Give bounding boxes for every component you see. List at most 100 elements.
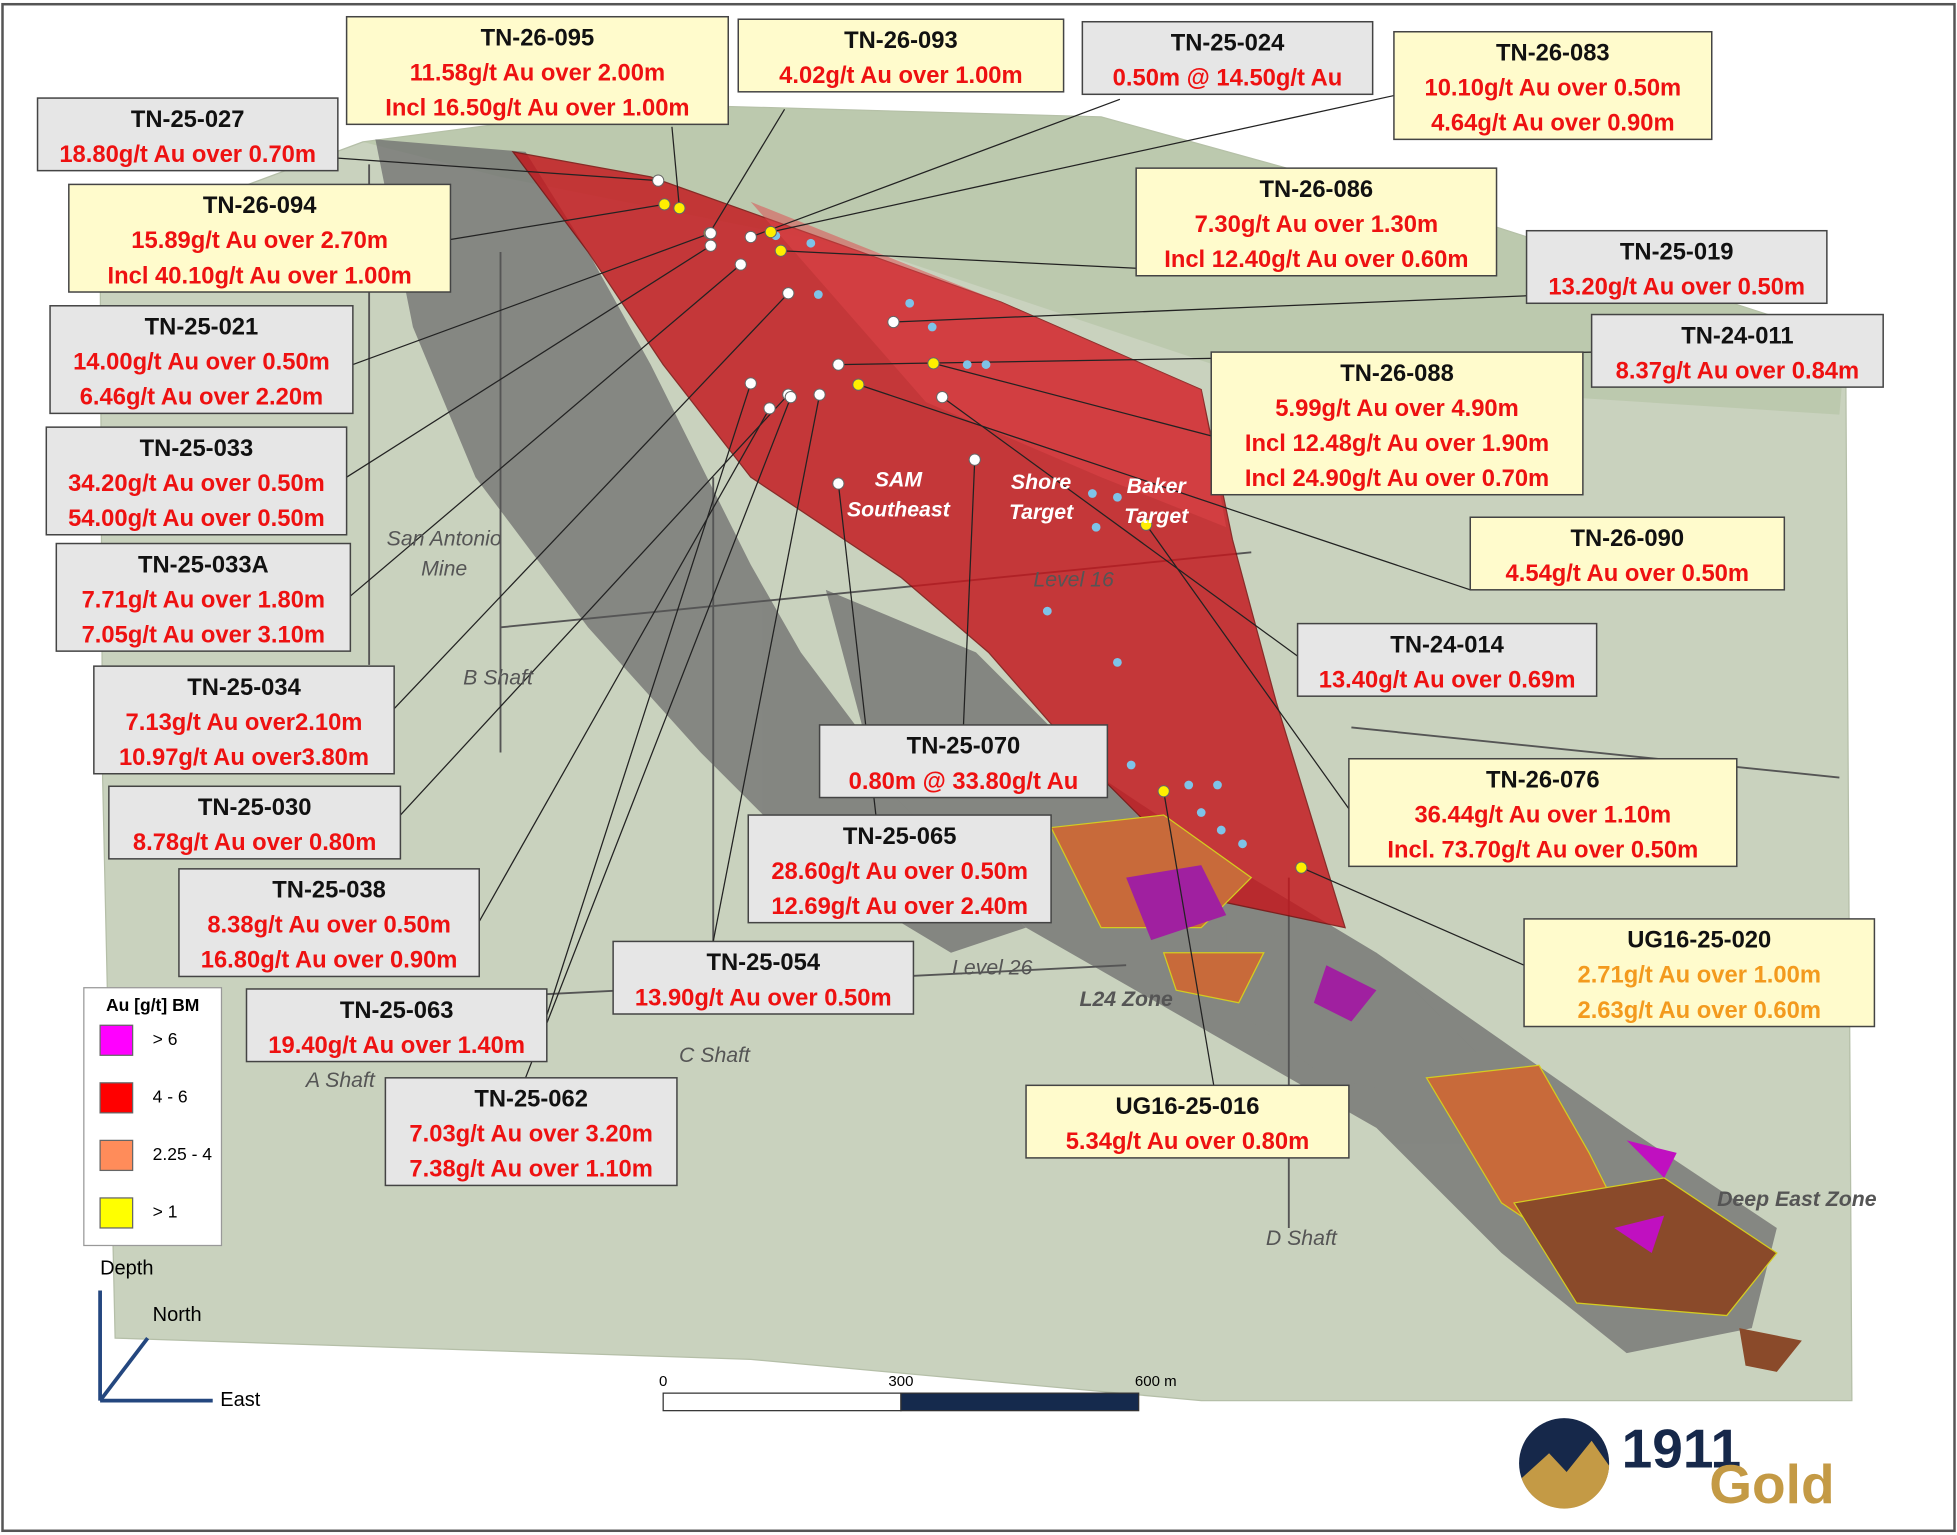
callout-result: 7.13g/t Au over2.10m: [126, 709, 363, 736]
intercept-dot: [887, 315, 900, 329]
callout-box: [612, 940, 915, 1015]
callout-box: [1296, 622, 1598, 697]
callout-result: 7.38g/t Au over 1.10m: [409, 1156, 652, 1183]
callout-result: 5.34g/t Au over 0.80m: [1066, 1128, 1309, 1155]
callout: TN-26-094 15.89g/t Au over 2.70m Incl 40.1…: [68, 183, 452, 293]
callout: TN-25-030 8.78g/t Au over 0.80m: [108, 785, 402, 860]
legend-swatch: [99, 1082, 134, 1114]
legend-swatch: [99, 1024, 134, 1056]
callout-result: 2.71g/t Au over 1.00m: [1577, 962, 1820, 989]
callout-result: 8.37g/t Au over 0.84m: [1616, 357, 1859, 384]
callout-result: 19.40g/t Au over 1.40m: [268, 1032, 525, 1059]
callout: TN-25-054 13.90g/t Au over 0.50m: [612, 940, 915, 1015]
leader-line: [1301, 867, 1525, 966]
callout-title: TN-25-019: [1620, 239, 1734, 266]
callout-title: TN-25-070: [907, 733, 1021, 760]
callout-box: [178, 868, 480, 978]
compass-label: North: [153, 1304, 202, 1326]
callout-box: [1081, 20, 1374, 96]
callout-result: 5.99g/t Au over 4.90m: [1275, 395, 1518, 422]
place-label: L24 Zone: [1079, 987, 1173, 1011]
leader-line: [941, 396, 1298, 657]
place-label: Mine: [421, 556, 467, 580]
intercept-dot: [782, 287, 795, 300]
callout-title: UG16-25-020: [1627, 927, 1771, 954]
place-label: C Shaft: [679, 1043, 751, 1067]
callout-result: Incl. 73.70g/t Au over 0.50m: [1387, 837, 1698, 864]
callout: TN-26-095 11.58g/t Au over 2.00m Incl 16.5…: [345, 15, 729, 126]
legend-swatch: [99, 1197, 134, 1229]
place-label: Target: [1124, 504, 1189, 528]
place-label: Target: [1009, 500, 1074, 524]
callout: TN-26-083 10.10g/t Au over 0.50m 4.64g/t A…: [1393, 30, 1713, 141]
callout: UG16-25-020 2.71g/t Au over 1.00m 2.63g/t …: [1523, 918, 1876, 1028]
callout-result: Incl 12.48g/t Au over 1.90m: [1245, 430, 1549, 457]
leader-line: [546, 383, 752, 1016]
place-label: San Antonio: [387, 526, 502, 550]
callout: TN-25-024 0.50m @ 14.50g/t Au: [1081, 20, 1374, 96]
place-label: B Shaft: [463, 665, 534, 689]
callout-box: [1523, 918, 1876, 1028]
callout-box: [1590, 313, 1884, 388]
callout: TN-26-090 4.54g/t Au over 0.50m: [1469, 516, 1786, 591]
callout-result: 34.20g/t Au over 0.50m: [68, 470, 325, 497]
drill-intercepts: [652, 174, 1308, 874]
logo-mark: [1519, 1418, 1610, 1509]
leader-line: [346, 245, 712, 478]
callout-box: [737, 18, 1065, 93]
callout-title: TN-25-034: [187, 674, 301, 701]
scale-label: 0: [659, 1373, 667, 1390]
callout: TN-25-033 34.20g/t Au over 0.50m 54.00g/t …: [45, 426, 348, 536]
callout: TN-26-086 7.30g/t Au over 1.30m Incl 12.40…: [1135, 167, 1498, 277]
callout: TN-25-021 14.00g/t Au over 0.50m 6.46g/t A…: [49, 305, 354, 415]
callout-title: UG16-25-016: [1115, 1093, 1259, 1120]
legend-swatch: [99, 1139, 134, 1172]
logo-word: Gold: [1709, 1453, 1834, 1515]
callout-box: [1469, 516, 1786, 591]
callout-box: [384, 1077, 678, 1187]
leader-line: [712, 394, 821, 942]
intercept-dot: [704, 227, 717, 240]
intercept-dot: [936, 390, 949, 404]
callout-result: 14.00g/t Au over 0.50m: [73, 349, 330, 376]
callout-result: Incl 16.50g/t Au over 1.00m: [385, 95, 689, 122]
callout: TN-25-062 7.03g/t Au over 3.20m 7.38g/t Au…: [384, 1077, 678, 1187]
intercept-dot: [764, 225, 777, 239]
callout: TN-25-063 19.40g/t Au over 1.40m: [245, 988, 548, 1063]
leader-line: [780, 250, 1137, 269]
intercept-dot: [652, 174, 665, 187]
intercept-dot: [784, 390, 797, 404]
scale-bar: [662, 1392, 1140, 1412]
callout-result: 36.44g/t Au over 1.10m: [1414, 802, 1671, 829]
callout-title: TN-25-030: [198, 794, 312, 821]
callout-title: TN-26-088: [1340, 360, 1454, 387]
place-label: Deep East Zone: [1717, 1187, 1877, 1211]
callout-result: Incl 12.40g/t Au over 0.60m: [1164, 246, 1468, 273]
callout-box: [93, 665, 395, 775]
callout: TN-24-011 8.37g/t Au over 0.84m: [1590, 313, 1884, 388]
callout-title: TN-25-062: [474, 1086, 588, 1113]
leader-line: [858, 384, 1471, 591]
callout-box: [36, 97, 339, 172]
callout-result: 8.38g/t Au over 0.50m: [207, 912, 450, 939]
intercept-dot: [673, 202, 686, 215]
place-label: SAM: [875, 468, 924, 492]
callout-title: TN-26-076: [1486, 767, 1600, 794]
callout-result: 4.02g/t Au over 1.00m: [779, 62, 1022, 89]
intercept-dot: [813, 388, 826, 401]
intercept-dot: [734, 258, 747, 271]
compass-label: East: [220, 1389, 260, 1411]
callout-title: TN-26-083: [1496, 40, 1610, 67]
callout-box: [1348, 757, 1738, 868]
callout-title: TN-25-027: [131, 106, 245, 133]
callout-box: [1025, 1084, 1350, 1159]
callout-box: [1525, 229, 1828, 305]
callout: TN-26-093 4.02g/t Au over 1.00m: [737, 18, 1065, 93]
callout-box: [1393, 30, 1713, 141]
callout-result: 11.58g/t Au over 2.00m: [410, 60, 665, 87]
callout-result: 0.80m @ 33.80g/t Au: [849, 768, 1079, 795]
callout-result: 7.03g/t Au over 3.20m: [409, 1121, 652, 1148]
callout-title: TN-24-014: [1390, 631, 1504, 658]
leader-line: [708, 109, 786, 234]
callout-result: 18.80g/t Au over 0.70m: [59, 141, 316, 168]
